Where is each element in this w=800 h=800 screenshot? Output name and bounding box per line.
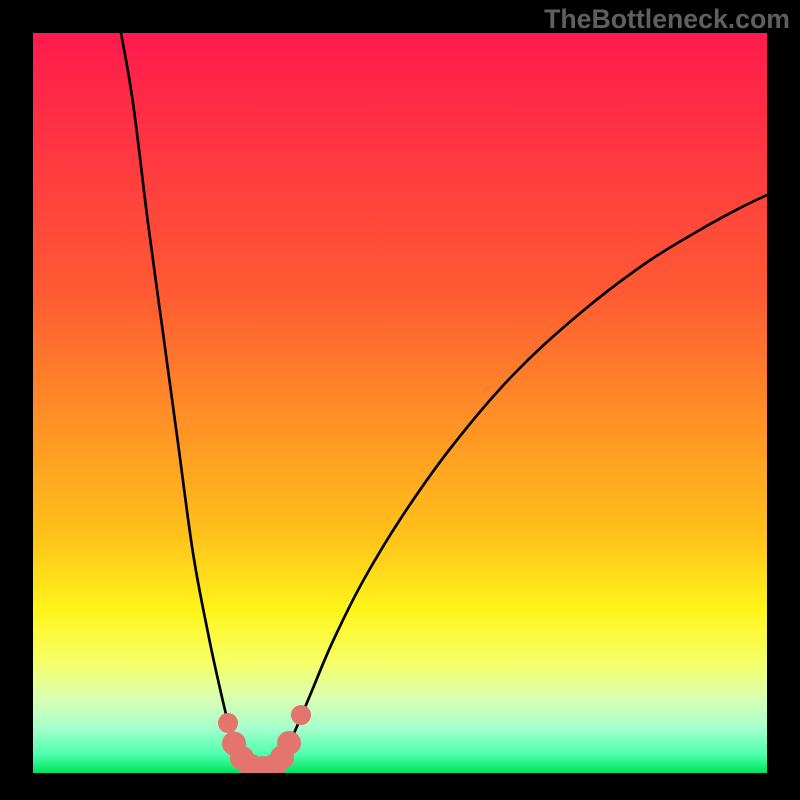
plot-area [33, 33, 767, 773]
bottleneck-curve [33, 33, 767, 773]
curve-right [273, 195, 767, 772]
marker-dot [218, 713, 238, 733]
marker-dot [277, 731, 301, 755]
marker-dot [291, 705, 311, 725]
curve-left [121, 33, 251, 772]
chart-frame: TheBottleneck.com [0, 0, 800, 800]
marker-cluster [218, 705, 311, 773]
watermark-text: TheBottleneck.com [544, 4, 790, 35]
